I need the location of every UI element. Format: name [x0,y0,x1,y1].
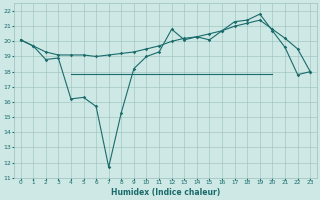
X-axis label: Humidex (Indice chaleur): Humidex (Indice chaleur) [111,188,220,197]
